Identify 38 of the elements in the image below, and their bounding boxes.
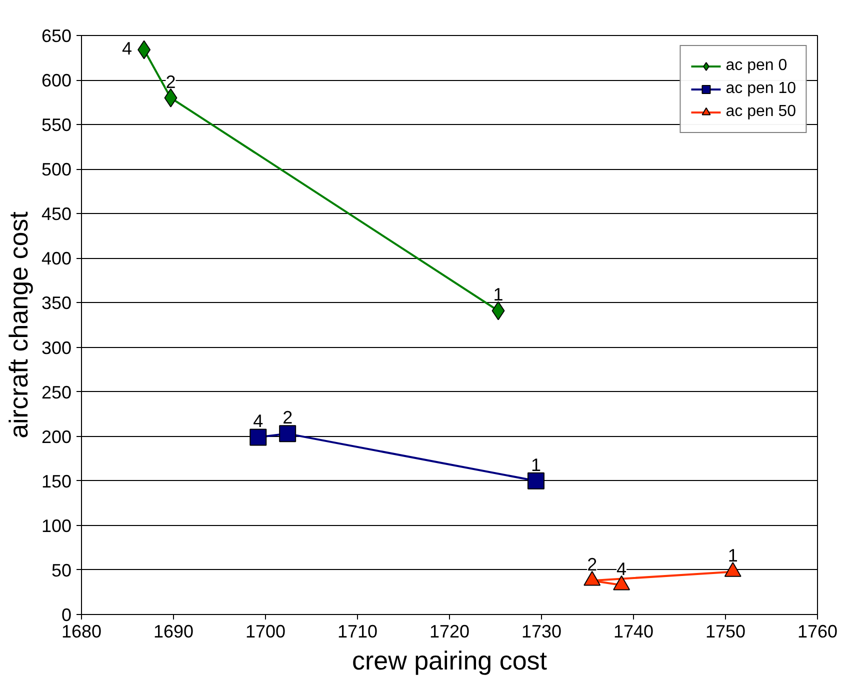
x-tick-label: 1710: [337, 622, 378, 642]
point: [724, 562, 742, 577]
annotation: 4: [122, 38, 132, 58]
y-tick-label: 150: [41, 471, 72, 492]
x-tick-label: 1700: [245, 622, 286, 642]
x-tick-label: 1730: [521, 622, 562, 642]
y-axis-title: aircraft change cost: [3, 210, 34, 438]
annotation: 2: [587, 554, 598, 575]
y-tick-label: 550: [41, 115, 72, 136]
y-tick-label: 450: [41, 204, 72, 224]
y-tick-label: 500: [41, 160, 72, 180]
point: [584, 570, 601, 586]
x-tick-label: 1760: [797, 622, 838, 642]
y-tick-label: 400: [41, 248, 72, 269]
annotation: 4: [616, 559, 627, 580]
annotation: 1: [493, 284, 504, 305]
x-tick-label: 1740: [613, 622, 654, 642]
x-tick-label: 1750: [705, 622, 746, 642]
y-tick-label: 100: [41, 516, 72, 536]
x-axis-title: crew pairing cost: [352, 646, 548, 676]
y-tick-label: 250: [41, 382, 72, 402]
y-tick-label: 300: [41, 338, 72, 358]
annotation: 2: [166, 72, 176, 92]
x-tick-label: 1720: [429, 622, 470, 642]
x-tick-label: 1690: [153, 622, 194, 642]
legend-label: ac pen 50: [726, 103, 796, 121]
annotation: 1: [530, 454, 541, 475]
annotation: 4: [253, 411, 264, 432]
y-tick-label: 50: [51, 560, 72, 580]
y-tick-label: 650: [41, 26, 72, 46]
annotation: 1: [728, 546, 738, 566]
legend-label: ac pen 0: [726, 57, 788, 75]
y-tick-label: 200: [41, 426, 72, 447]
y-tick-label: 600: [41, 70, 72, 91]
y-tick-label: 350: [41, 293, 72, 314]
legend-label: ac pen 10: [726, 80, 796, 98]
annotation: 2: [282, 408, 293, 428]
point: [613, 575, 630, 590]
